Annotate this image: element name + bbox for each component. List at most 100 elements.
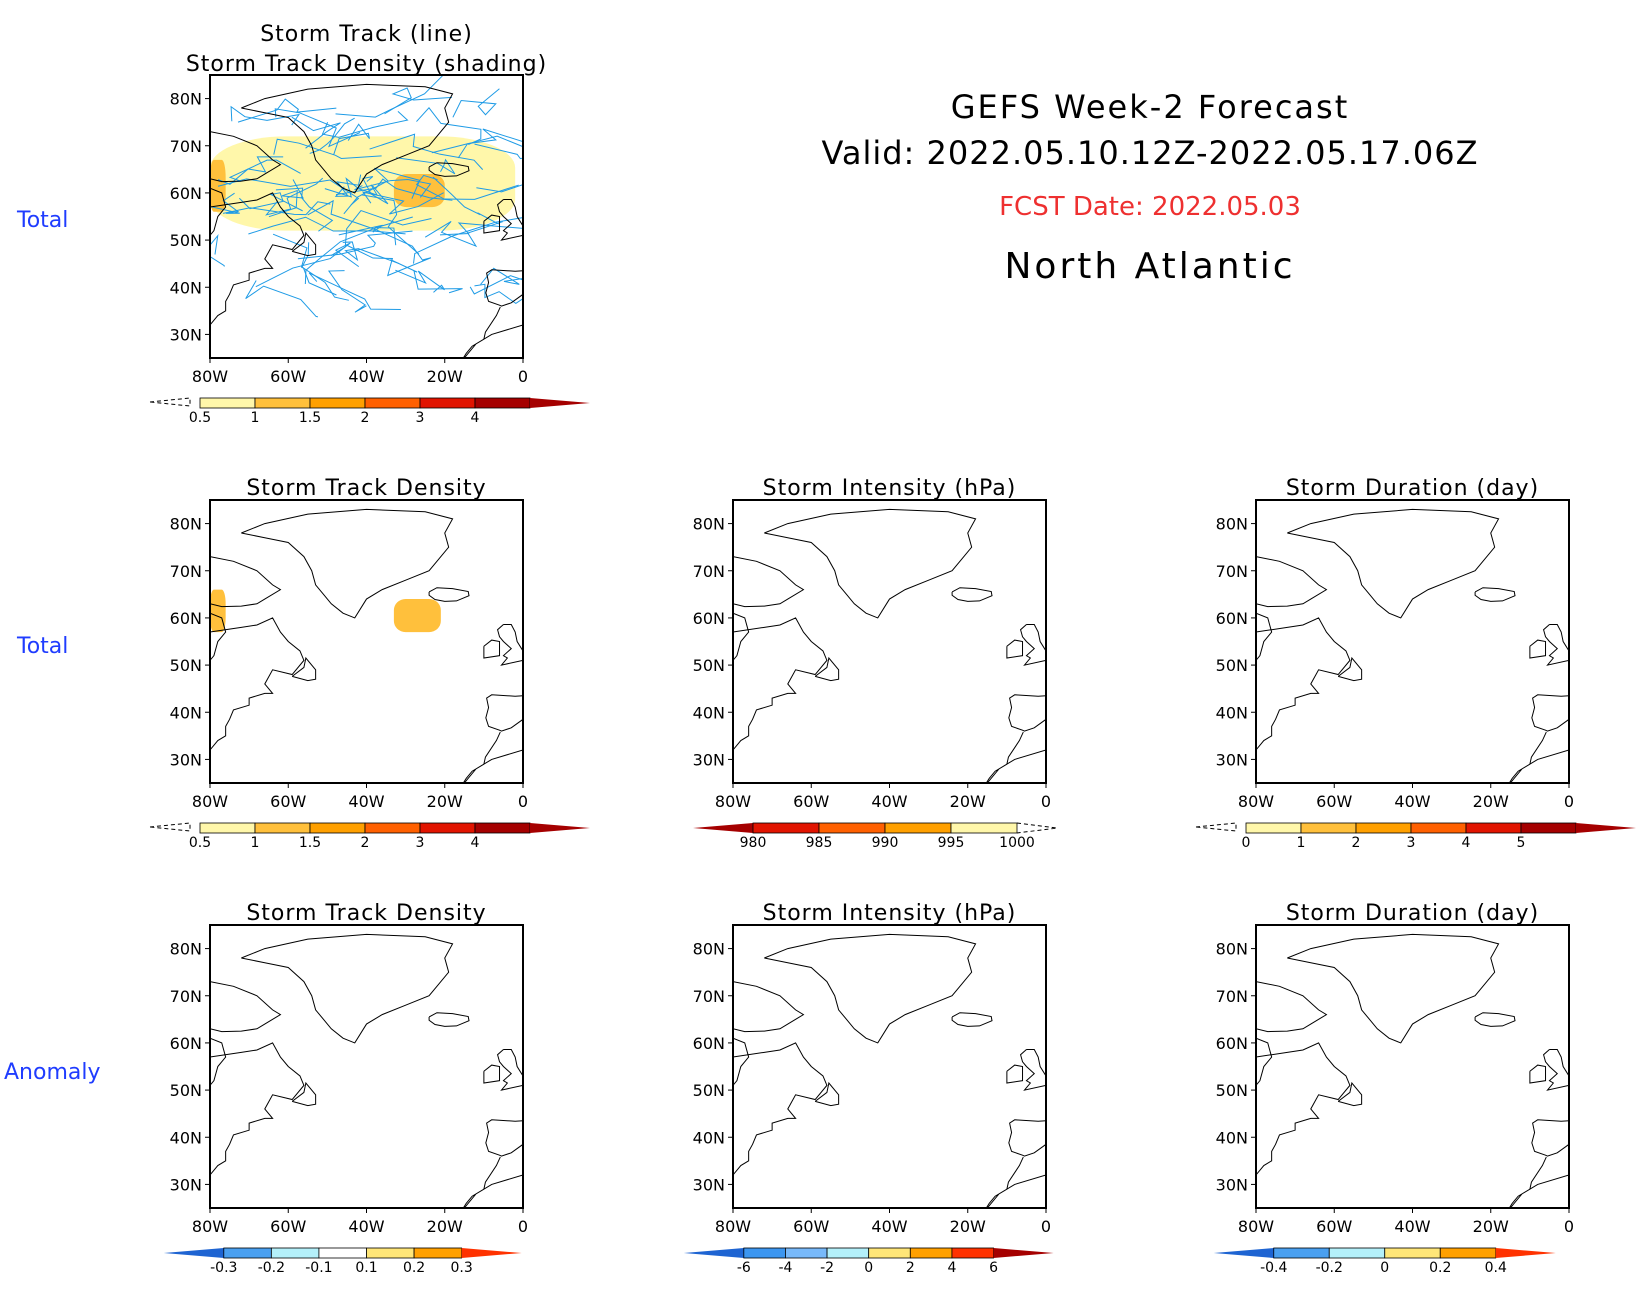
storm-track-line — [335, 75, 445, 118]
coastline — [291, 1081, 317, 1107]
xtick-label: 40W — [871, 792, 907, 811]
storm-track-line — [291, 116, 341, 149]
storm-track-line — [395, 269, 445, 293]
colorbar-label: 0.5 — [189, 410, 211, 426]
xtick-label: 20W — [427, 792, 463, 811]
colorbar-label: 3 — [416, 410, 425, 426]
xtick-label: 60W — [270, 1217, 306, 1236]
panel-title: Storm Track Density — [246, 476, 487, 501]
xtick-label: 0 — [1564, 792, 1574, 811]
colorbar-label: 3 — [416, 835, 425, 851]
ytick-label: 40N — [1216, 1128, 1248, 1147]
colorbar-label: 2 — [361, 835, 370, 851]
colorbar-high-extend — [1016, 822, 1058, 834]
colorbar: -0.3 -0.2 -0.1 0.1 0.2 0.3 — [163, 1247, 522, 1276]
xtick-label: 80W — [715, 792, 751, 811]
coastline — [483, 1064, 501, 1084]
ytick-label: 80N — [693, 515, 725, 534]
xtick-label: 40W — [871, 1217, 907, 1236]
density-shading — [210, 159, 226, 212]
storm-track-line — [474, 283, 523, 305]
coastline — [1543, 1049, 1569, 1091]
xtick-label: 60W — [270, 367, 306, 386]
coastline — [1020, 624, 1046, 666]
map-panel-track-total: 80N 70N 60N 50N 40N 30N 80W 60W 40W 20W 0 0.5 1 1.5 2 3… — [149, 74, 590, 426]
coastline — [1256, 617, 1351, 751]
storm-track-line — [424, 220, 503, 248]
colorbar-arrow-high — [1495, 1248, 1556, 1258]
xtick-label: 60W — [793, 1217, 829, 1236]
xtick-label: 60W — [270, 792, 306, 811]
coastline — [733, 1042, 828, 1176]
coastline — [210, 1042, 305, 1176]
colorbar-box — [743, 1247, 786, 1259]
coastline — [241, 933, 454, 1044]
coastline — [483, 639, 501, 659]
colorbar-box — [1439, 1247, 1497, 1259]
colorbar-label: -0.2 — [258, 1260, 285, 1276]
colorbar-label: 4 — [947, 1260, 956, 1276]
xtick-label: 20W — [950, 792, 986, 811]
colorbar-box — [826, 1247, 870, 1259]
colorbar-label: 1 — [251, 410, 260, 426]
storm-track-line — [333, 123, 370, 155]
storm-track-line — [265, 177, 324, 216]
colorbar-label: 2 — [906, 1260, 915, 1276]
ytick-label: 50N — [170, 1081, 202, 1100]
ytick-label: 50N — [170, 231, 202, 250]
colorbar-box — [752, 822, 820, 834]
ytick-label: 60N — [170, 1034, 202, 1053]
xtick-label: 80W — [192, 367, 228, 386]
storm-track-line — [469, 275, 523, 295]
colorbar-box — [364, 822, 421, 834]
colorbar-label: 0.1 — [355, 1260, 377, 1276]
xtick-label: 20W — [1473, 1217, 1509, 1236]
xtick-label: 0 — [518, 367, 528, 386]
colorbar-label: 0.4 — [1485, 1260, 1507, 1276]
storm-track-line — [457, 135, 523, 159]
xtick-label: 80W — [715, 1217, 751, 1236]
colorbar-low-extend — [149, 822, 191, 832]
ytick-label: 40N — [170, 1128, 202, 1147]
storm-track-line — [230, 105, 300, 126]
ytick-label: 80N — [1216, 515, 1248, 534]
coastline — [210, 981, 282, 1033]
colorbar: 980 985 990 995 1000 — [693, 822, 1058, 851]
coastline — [241, 83, 454, 194]
storm-track-line — [330, 209, 432, 257]
colorbar: 0.5 1 1.5 2 3 4 — [149, 822, 590, 851]
colorbar-label: 1.5 — [299, 410, 321, 426]
colorbar-box — [254, 397, 311, 409]
colorbar-arrow-high — [461, 1248, 522, 1258]
coastline — [291, 656, 317, 682]
coastline — [1531, 694, 1569, 732]
xtick-label: 40W — [348, 792, 384, 811]
ytick-label: 30N — [1216, 750, 1248, 769]
map-frame — [1255, 924, 1570, 1209]
coastline — [428, 1012, 470, 1027]
colorbar-label: 4 — [471, 410, 480, 426]
ytick-label: 80N — [170, 515, 202, 534]
colorbar-label: -4 — [778, 1260, 792, 1276]
ytick-label: 30N — [1216, 1175, 1248, 1194]
storm-track-line — [431, 128, 523, 154]
coastline — [210, 556, 282, 608]
ytick-label: 40N — [693, 1128, 725, 1147]
coastline — [497, 199, 523, 241]
colorbar-label: 0.2 — [1429, 1260, 1451, 1276]
colorbar-label: -0.3 — [210, 1260, 237, 1276]
colorbar-label: 1 — [251, 835, 260, 851]
coastline — [497, 1049, 523, 1091]
colorbar-label: 4 — [1462, 835, 1471, 851]
storm-track-line — [238, 192, 303, 212]
coastline — [733, 612, 750, 661]
colorbar-label: -0.4 — [1260, 1260, 1287, 1276]
ytick-label: 50N — [1216, 1081, 1248, 1100]
ytick-label: 60N — [693, 1034, 725, 1053]
colorbar-label: 1 — [1297, 835, 1306, 851]
colorbar-label: 0 — [1380, 1260, 1389, 1276]
map-frame — [1255, 499, 1570, 784]
xtick-label: 40W — [348, 1217, 384, 1236]
colorbar-box — [1355, 822, 1412, 834]
